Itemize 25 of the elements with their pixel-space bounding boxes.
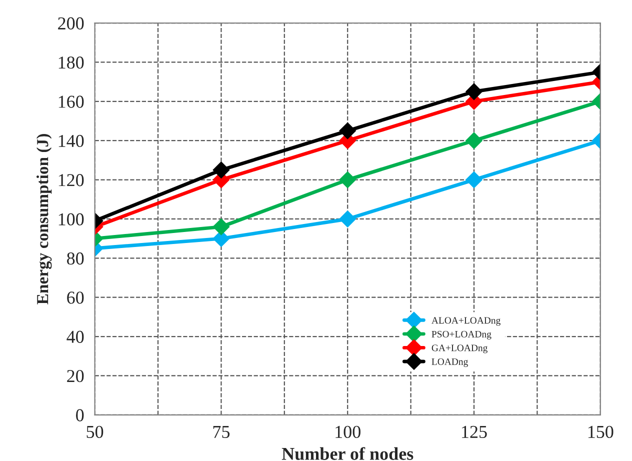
legend-label: PSO+LOADng [432,330,492,340]
point [339,122,356,140]
y-tick-label: 140 [58,134,84,148]
x-tick-label: 75 [213,426,230,438]
x-tick-label: 100 [336,426,360,438]
point [339,210,356,228]
x-tick-label: 50 [86,426,104,438]
y-tick-label: 20 [67,370,84,382]
y-tick-label: 60 [67,292,84,304]
y-tick-label: 160 [58,96,84,108]
y-tick-label: 120 [58,174,84,186]
legend-label: ALOA+LOADng [432,317,500,326]
y-tick-label: 40 [66,330,84,343]
point [339,171,356,188]
y-axis-title: Energy consumption (J) [36,134,52,304]
y-tick-label: 180 [58,56,84,69]
x-tick-label: 125 [462,426,487,438]
legend-label: LOADng [432,358,468,367]
legend-label: GA+LOADng [432,344,488,354]
y-tick-label: 100 [58,213,84,226]
y-tick-label: 0 [76,409,84,422]
y-tick-label: 80 [67,252,84,265]
x-tick-label: 150 [588,426,614,438]
y-tick-label: 200 [58,17,84,30]
x-axis-title: Number of nodes [282,447,414,460]
